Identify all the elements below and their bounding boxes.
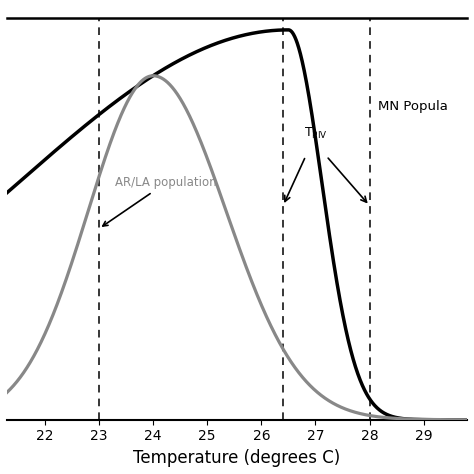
- X-axis label: Temperature (degrees C): Temperature (degrees C): [133, 449, 341, 467]
- Text: $\mathrm{T_{PIV}}$: $\mathrm{T_{PIV}}$: [304, 126, 327, 141]
- Text: AR/LA population: AR/LA population: [103, 176, 217, 226]
- Text: MN Popula: MN Popula: [378, 100, 447, 113]
